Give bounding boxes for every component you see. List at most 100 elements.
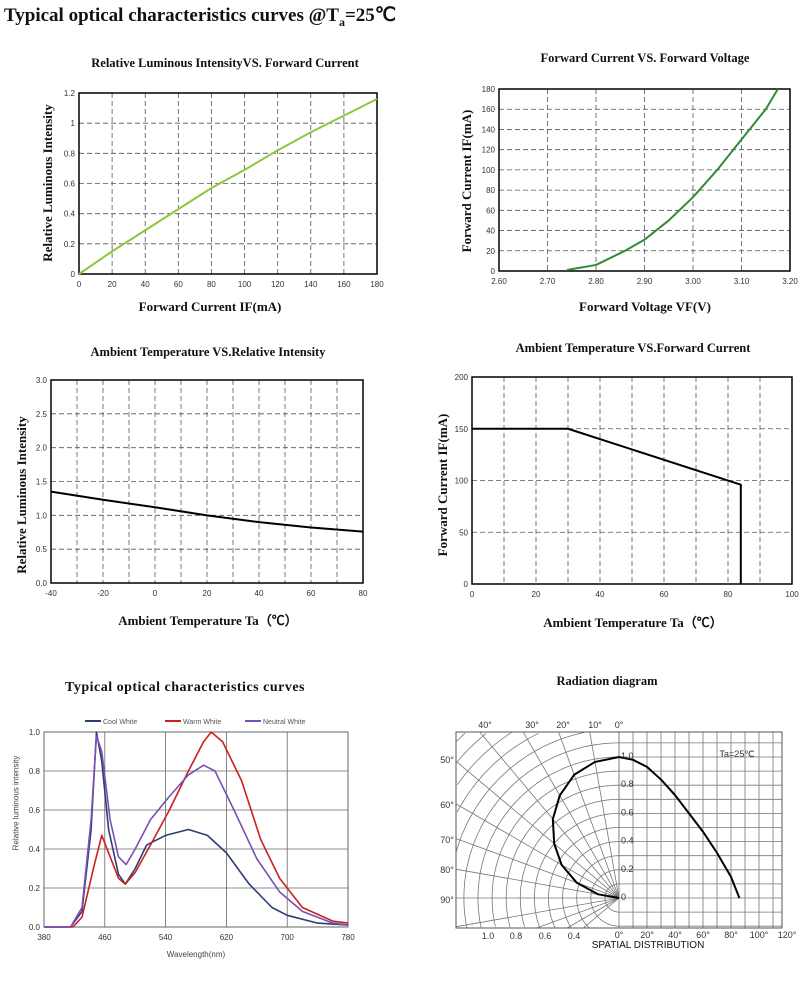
left-angle-label: 50° [440,755,454,765]
polar-arc [519,798,619,928]
chart2-y-tick-label: 140 [482,125,496,134]
chart5-title: Typical optical characteristics curves [65,680,305,695]
chart3-y-tick-label: 0.0 [36,579,48,588]
chart1-y-tick-label: 0.2 [64,240,76,249]
chart1-x-tick-label: 160 [337,280,351,289]
intensity-label: 1.0 [621,751,634,761]
chart4-x-tick-label: 20 [532,590,541,599]
chart3-x-tick-label: -40 [45,589,57,598]
top-angle-label: 40° [478,720,492,730]
chart2-y-tick-label: 180 [482,85,496,94]
chart3-y-tick-label: 2.0 [36,444,48,453]
chart6-title: Radiation diagram [556,674,658,688]
chart2-plot-frame [498,88,791,272]
chart1-x-tick-label: 20 [108,280,117,289]
chart2-x-tick-label: 2.60 [491,277,507,286]
polar-curve [551,756,620,899]
chart4-y-tick-label: 100 [455,477,469,486]
chart3-y-tick-label: 0.5 [36,545,48,554]
bottom-angle-label: 60° [696,930,710,940]
chart5-y-tick-label: 0.4 [29,845,41,854]
chart2-y-tick-label: 20 [486,247,495,256]
chart1-y-tick-label: 0.6 [64,180,76,189]
bottom-intensity-label: 0.8 [510,931,523,941]
title-tail: =25℃ [344,5,397,26]
chart4-series-line [472,427,742,584]
chart2-x-tick-label: 2.90 [637,277,653,286]
chart5-y-tick-label: 0.2 [29,884,41,893]
polar-arc [456,733,487,763]
chart2-series-line [566,88,779,271]
chart4-y-tick-label: 200 [455,373,469,382]
chart3-xlabel: Ambient Temperature Ta（℃） [118,613,298,628]
angle-intensity-curve [618,756,741,899]
title-main: Typical optical characteristics curves @… [4,5,339,26]
legend-label: Cool White [103,719,137,726]
chart1-x-tick-label: 60 [174,280,183,289]
chart5-xlabel: Wavelength(nm) [166,950,226,959]
chart3-y-tick-label: 3.0 [36,376,48,385]
polar-arc [463,742,619,928]
chart2-x-tick-label: 2.70 [540,277,556,286]
chart3-y-tick-label: 2.5 [36,410,48,419]
chart4-x-tick-label: 40 [596,590,605,599]
chart3-x-tick-label: 40 [255,589,264,598]
polar-ray [537,897,620,929]
chart5-x-tick-label: 780 [341,933,355,942]
chart5-plot-frame [43,731,349,928]
chart5-x-tick-label: 700 [281,933,295,942]
polar-ray [456,838,620,899]
chart6-xlabel: SPATIAL DISTRIBUTION [591,940,705,951]
chart5-x-tick-label: 380 [37,933,51,942]
chart4-y-tick-label: 50 [459,528,468,537]
polar-ray [456,761,620,899]
chart4-plot-frame [471,376,793,585]
bottom-intensity-label: 1.0 [482,931,495,941]
chart1-y-tick-label: 0.8 [64,149,76,158]
chart1-y-tick-label: 0 [71,270,76,279]
intensity-label: 0.4 [621,836,634,846]
chart5-y-tick-label: 0.0 [29,923,41,932]
chart3-x-tick-label: 20 [203,589,212,598]
polar-arc [477,756,619,928]
chart4-xlabel: Ambient Temperature Ta（℃） [543,615,723,630]
chart5-x-tick-label: 460 [98,933,112,942]
left-angle-label: 60° [440,800,454,810]
top-angle-label: 20° [556,720,570,730]
polar-ray [589,732,620,899]
chart1-plot-frame [78,92,378,275]
chart5-x-tick-label: 540 [159,933,173,942]
chart2-y-tick-label: 120 [482,146,496,155]
chart1-y-tick-label: 1.2 [64,89,76,98]
chart2-y-tick-label: 160 [482,105,496,114]
chart2-y-tick-label: 100 [482,166,496,175]
chart1-x-tick-label: 100 [238,280,252,289]
chart5-y-tick-label: 1.0 [29,728,41,737]
chart4-x-tick-label: 80 [724,590,733,599]
chart4-y-tick-label: 150 [455,425,469,434]
bottom-angle-label: 100° [750,930,769,940]
polar-arc [456,732,539,813]
chart2-x-tick-label: 3.00 [685,277,701,286]
chart4-x-tick-label: 100 [785,590,799,599]
chart2-x-tick-label: 2.80 [588,277,604,286]
left-angle-label: 90° [440,895,454,905]
chart5-series-line-neutral-white [44,735,349,928]
chart5-x-tick-label: 620 [220,933,234,942]
bottom-angle-label: 80° [724,930,738,940]
chart2-title: Forward Current VS. Forward Voltage [540,51,750,65]
polar-arc [456,732,584,852]
chart3-plot-frame [50,379,364,584]
polar-ray [456,868,620,899]
chart3-series-line [50,490,364,533]
chart5-series-line-warm-white [44,731,349,928]
chart1-x-tick-label: 180 [370,280,384,289]
polar-arc [456,732,512,786]
polar-ray [566,897,620,929]
chart2-x-tick-label: 3.20 [782,277,798,286]
legend-label: Warm White [183,719,221,726]
chart1-x-tick-label: 80 [207,280,216,289]
chart3-x-tick-label: 80 [359,589,368,598]
polar-arc [491,770,619,927]
